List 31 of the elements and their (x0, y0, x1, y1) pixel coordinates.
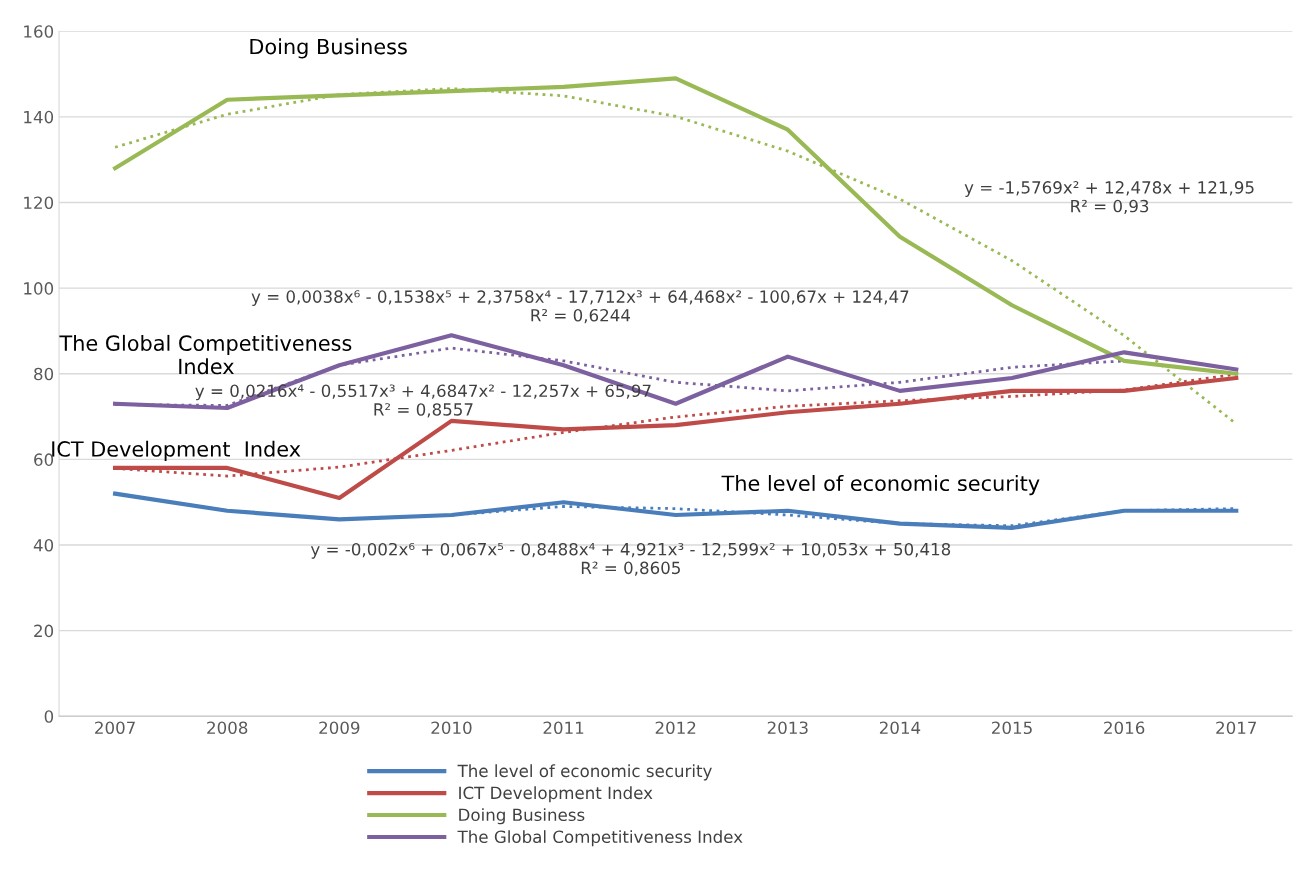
annotation: The level of economic security (721, 474, 1040, 496)
y-tick-label: 140 (24, 110, 54, 124)
annotation: Doing Business (250, 38, 407, 59)
annotation: y = 0,0038x⁶ - 0,1538x⁵ + 2,3758x⁴ - 17,712x³ + 64,468x² - 100,67x + 124,47 R² = 0,6244 (251, 290, 909, 324)
legend-label: Doing Business (459, 808, 585, 825)
x-tick-label: 2016 (1104, 721, 1145, 735)
x-tick-label: 2013 (767, 721, 808, 735)
y-tick-label: 40 (33, 538, 54, 552)
annotation: y = -1,5769x² + 12,478x + 121,95 R² = 0,93 (964, 181, 1254, 215)
y-tick-label: 80 (34, 367, 54, 381)
x-tick-label: 2009 (319, 721, 360, 735)
y-tick-label: 100 (24, 282, 54, 295)
y-tick-label: 20 (34, 624, 54, 638)
legend-label: ICT Development Index (459, 786, 653, 803)
x-tick-label: 2011 (543, 721, 584, 735)
annotation: The Global Competitiveness Index (59, 334, 352, 375)
x-tick-label: 2007 (95, 721, 135, 735)
y-tick-label: 120 (24, 196, 54, 210)
x-tick-label: 2008 (207, 721, 248, 735)
legend-label: The Global Competitiveness Index (457, 830, 743, 847)
x-tick-label: 2010 (431, 721, 472, 735)
annotation: y = -0,002x⁶ + 0,067x⁵ - 0,8488x⁴ + 4,921x³ - 12,599x² + 10,053x + 50,418 R² = 0,8605 (310, 542, 951, 576)
annotation: ICT Development Index (52, 440, 301, 461)
legend-label: The level of economic security (457, 764, 712, 781)
x-tick-label: 2014 (879, 721, 921, 735)
y-tick-label: 160 (24, 25, 54, 38)
x-tick-label: 2012 (655, 721, 696, 735)
y-tick-label: 0 (44, 710, 54, 723)
x-tick-label: 2015 (992, 721, 1032, 735)
x-tick-label: 2017 (1216, 721, 1257, 735)
y-tick-label: 60 (34, 453, 54, 466)
